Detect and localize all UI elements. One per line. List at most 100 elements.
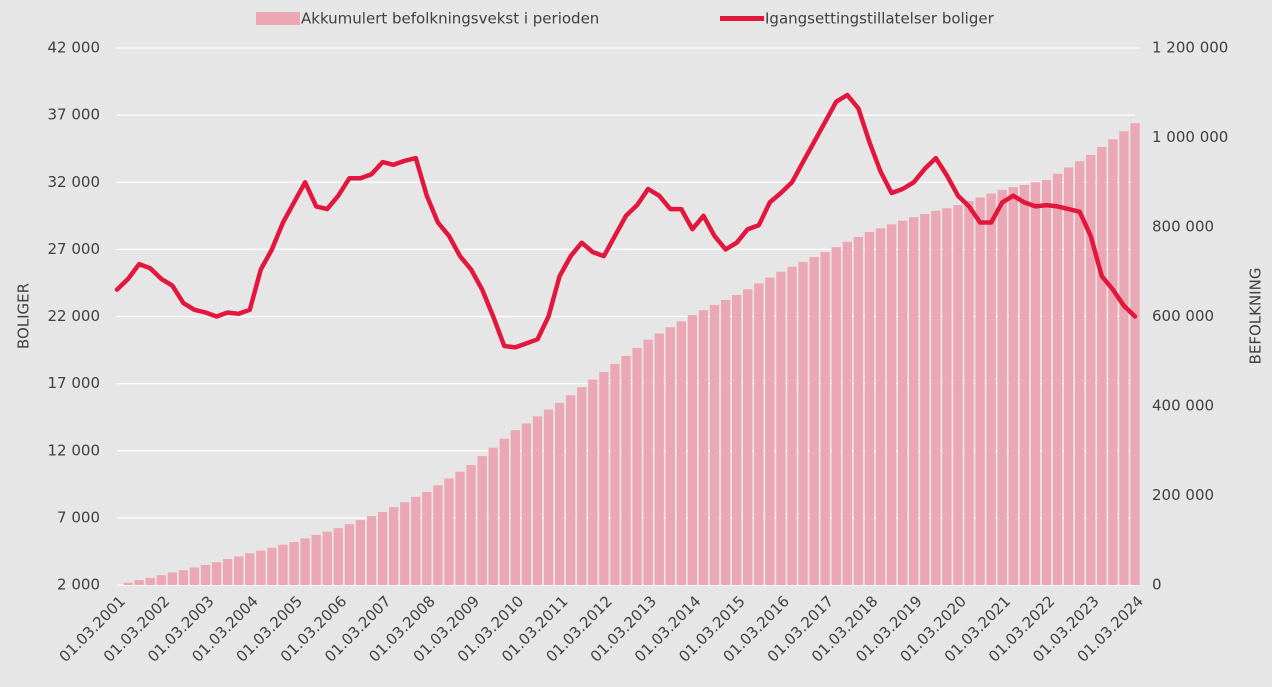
line (114, 92, 1138, 350)
bar (543, 409, 554, 585)
bar (654, 333, 664, 585)
bar (344, 524, 355, 585)
bar (931, 210, 941, 585)
bar (123, 582, 133, 585)
bar (278, 544, 288, 585)
bar (864, 231, 875, 586)
bar (709, 304, 720, 585)
bar (521, 423, 532, 585)
bar (156, 575, 166, 585)
bar (488, 447, 498, 585)
bar (577, 387, 587, 585)
bar (875, 228, 886, 585)
bar (211, 562, 222, 585)
bar (754, 283, 764, 585)
bar (698, 310, 709, 585)
y2-tick-label: 200 000 (1152, 486, 1214, 504)
y-tick-label: 27 000 (48, 240, 101, 258)
bar (687, 315, 698, 585)
bar (223, 559, 233, 585)
bar (743, 289, 753, 585)
bar (1119, 131, 1129, 586)
bar (831, 247, 841, 585)
bar (422, 491, 432, 585)
bar (1097, 146, 1107, 585)
bar (610, 363, 620, 585)
bar (787, 266, 797, 585)
y2-tick-label: 600 000 (1152, 307, 1214, 325)
y2-tick-label: 1 000 000 (1152, 128, 1228, 146)
bar (300, 538, 310, 585)
legend-swatch (256, 12, 300, 25)
bar (499, 438, 509, 585)
bar (776, 271, 786, 585)
bar (289, 542, 299, 585)
y2-tick-label: 800 000 (1152, 218, 1214, 236)
bar (256, 550, 266, 585)
bar (554, 402, 565, 585)
bar (433, 485, 443, 585)
bar (377, 512, 388, 585)
bar (1075, 161, 1085, 585)
bar (676, 321, 686, 585)
legend-label: Igangsettingstillatelser boliger (765, 10, 995, 28)
bar (311, 534, 321, 585)
legend-label: Akkumulert befolkningsvekst i perioden (301, 10, 599, 28)
bar (145, 577, 155, 585)
y2-tick-label: 400 000 (1152, 397, 1214, 415)
bar (986, 193, 996, 585)
bar (1041, 180, 1052, 585)
bar (178, 570, 189, 585)
bar (953, 205, 963, 585)
bar (1130, 123, 1140, 586)
y-tick-label: 2 000 (57, 576, 100, 594)
bar (510, 430, 520, 585)
bar (167, 572, 177, 585)
y-tick-label: 12 000 (48, 441, 101, 459)
bar (964, 201, 974, 586)
bar (897, 220, 908, 586)
bar (189, 567, 200, 585)
bar (632, 347, 642, 585)
bar (455, 471, 465, 585)
bar (765, 277, 775, 585)
y-tick-label: 42 000 (48, 39, 101, 57)
bar (909, 217, 919, 585)
y2-tick-label: 1 200 000 (1152, 39, 1228, 57)
bar (234, 556, 244, 585)
bar (366, 516, 377, 585)
bar (997, 189, 1007, 586)
bar (1108, 139, 1118, 586)
y-tick-label: 7 000 (57, 508, 100, 526)
bar (245, 553, 255, 585)
y2-axis-title: BEFOLKNING (1247, 268, 1265, 365)
bar (842, 241, 852, 585)
bar (1019, 184, 1029, 585)
bar (1086, 154, 1096, 585)
bar (920, 214, 930, 585)
bar (1063, 167, 1074, 586)
y-tick-label: 37 000 (48, 106, 101, 124)
bar (322, 531, 332, 585)
bar (566, 395, 576, 585)
bar (1008, 187, 1018, 586)
y2-tick-label: 0 (1152, 576, 1162, 594)
bar (134, 580, 144, 585)
bar (388, 507, 399, 585)
bar (200, 564, 211, 585)
bar (1052, 173, 1063, 585)
y-tick-label: 32 000 (48, 173, 101, 191)
bar (820, 252, 830, 585)
bar (942, 208, 952, 585)
bar (599, 371, 609, 585)
bar (466, 465, 476, 585)
bar (621, 355, 631, 585)
bar (588, 379, 598, 585)
bar (355, 520, 366, 585)
bar (333, 528, 343, 585)
bar (853, 236, 864, 585)
bar (732, 295, 742, 585)
bar (444, 478, 454, 585)
bar (809, 256, 819, 585)
